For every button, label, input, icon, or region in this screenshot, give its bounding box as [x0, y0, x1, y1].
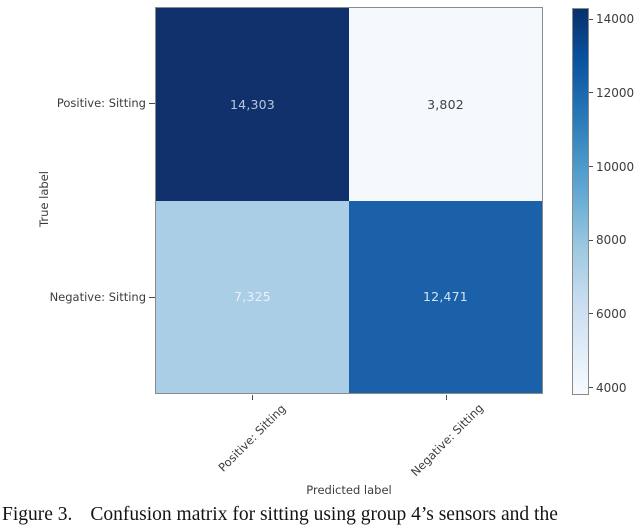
colorbar-tick: 14000 — [589, 12, 634, 26]
colorbar-tick-mark — [589, 313, 593, 315]
y-axis-title: True label — [37, 171, 51, 227]
colorbar-tick-label: 6000 — [596, 306, 627, 321]
matrix-cell-value: 12,471 — [423, 289, 468, 305]
y-tick-mark — [149, 103, 155, 104]
colorbar-ticks: 14000 12000 10000 8000 6000 4000 — [589, 8, 639, 395]
colorbar-tick-mark — [589, 18, 593, 20]
x-axis-title: Predicted label — [306, 483, 392, 497]
figure-caption-number: Figure 3. — [2, 504, 73, 525]
matrix-cell-fn: 3,802 — [349, 8, 542, 201]
matrix-cell-value: 3,802 — [427, 96, 464, 112]
matrix-cell-tn: 12,471 — [349, 200, 542, 393]
colorbar-tick-label: 4000 — [596, 380, 627, 395]
x-tick-mark — [446, 395, 447, 400]
colorbar-tick-mark — [589, 166, 593, 168]
colorbar-tick-mark — [589, 239, 593, 241]
figure-caption-text: Confusion matrix for sitting using group… — [90, 504, 558, 525]
confusion-matrix-heatmap: 14,303 3,802 7,325 12,471 — [155, 7, 543, 394]
colorbar-tick-label: 8000 — [596, 233, 627, 248]
x-tick-label-negative: Negative: Sitting — [407, 400, 487, 480]
colorbar-tick: 6000 — [589, 307, 627, 321]
x-tick-label-positive: Positive: Sitting — [215, 401, 289, 475]
colorbar-tick-label: 12000 — [596, 85, 635, 100]
matrix-cell-value: 14,303 — [230, 96, 275, 112]
colorbar-tick: 12000 — [589, 86, 634, 100]
matrix-cell-tp: 14,303 — [156, 8, 349, 201]
colorbar-tick: 10000 — [589, 160, 634, 174]
y-tick-label-negative: Negative: Sitting — [49, 290, 146, 304]
colorbar-tick: 4000 — [589, 381, 627, 395]
x-tick-mark — [252, 395, 253, 400]
colorbar-tick: 8000 — [589, 233, 627, 247]
colorbar-tick-label: 10000 — [596, 159, 635, 174]
colorbar-tick-mark — [589, 92, 593, 94]
colorbar-tick-label: 14000 — [596, 12, 635, 27]
colorbar-tick-mark — [589, 387, 593, 389]
matrix-cell-value: 7,325 — [234, 289, 271, 305]
colorbar-gradient — [572, 8, 589, 395]
matrix-cell-fp: 7,325 — [156, 200, 349, 393]
y-tick-label-positive: Positive: Sitting — [56, 96, 146, 110]
y-tick-mark — [149, 297, 155, 298]
figure-caption: Figure 3. Confusion matrix for sitting us… — [2, 504, 640, 526]
